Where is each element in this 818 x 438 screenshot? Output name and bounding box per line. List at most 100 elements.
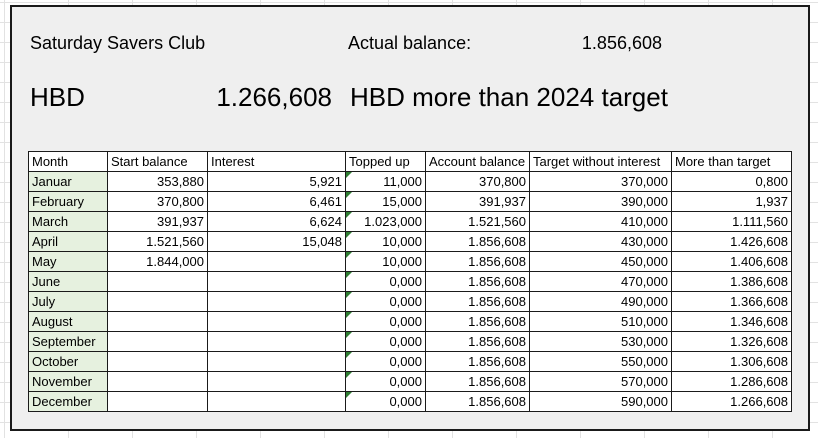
cell-target[interactable]: 550,000	[529, 351, 672, 372]
cell-target[interactable]: 570,000	[529, 371, 672, 392]
cell-interest[interactable]: 5,921	[207, 171, 346, 192]
column-header-account-balance[interactable]: Account balance	[425, 151, 530, 172]
table-row: May 1.844,000 10,000 1.856,608 450,000 1.406,…	[28, 251, 792, 272]
cell-more-than-target[interactable]: 1.306,608	[671, 351, 792, 372]
cell-month[interactable]: July	[28, 291, 108, 312]
cell-account-balance[interactable]: 1.856,608	[425, 291, 530, 312]
cell-month[interactable]: Januar	[28, 171, 108, 192]
cell-more-than-target[interactable]: 1.266,608	[671, 391, 792, 412]
cell-start-balance[interactable]	[107, 371, 208, 392]
cell-topped-up[interactable]: 15,000	[345, 191, 426, 212]
cell-more-than-target[interactable]: 1.286,608	[671, 371, 792, 392]
cell-account-balance[interactable]: 370,800	[425, 171, 530, 192]
cell-target[interactable]: 530,000	[529, 331, 672, 352]
column-header-interest[interactable]: Interest	[207, 151, 346, 172]
cell-target[interactable]: 390,000	[529, 191, 672, 212]
cell-topped-up[interactable]: 0,000	[345, 391, 426, 412]
cell-interest[interactable]	[207, 251, 346, 272]
savings-table: Month Start balance Interest Topped up A…	[28, 151, 792, 412]
column-header-topped-up[interactable]: Topped up	[345, 151, 426, 172]
cell-topped-up[interactable]: 0,000	[345, 271, 426, 292]
cell-account-balance[interactable]: 1.856,608	[425, 251, 530, 272]
cell-month[interactable]: August	[28, 311, 108, 332]
cell-month[interactable]: April	[28, 231, 108, 252]
column-header-target[interactable]: Target without interest	[529, 151, 672, 172]
cell-start-balance[interactable]	[107, 351, 208, 372]
cell-more-than-target[interactable]: 1.426,608	[671, 231, 792, 252]
cell-topped-up[interactable]: 0,000	[345, 311, 426, 332]
cell-start-balance[interactable]	[107, 291, 208, 312]
cell-month[interactable]: February	[28, 191, 108, 212]
cell-account-balance[interactable]: 1.856,608	[425, 231, 530, 252]
cell-start-balance[interactable]: 391,937	[107, 211, 208, 232]
cell-account-balance[interactable]: 391,937	[425, 191, 530, 212]
cell-month[interactable]: June	[28, 271, 108, 292]
cell-more-than-target[interactable]: 1,937	[671, 191, 792, 212]
cell-topped-up[interactable]: 1.023,000	[345, 211, 426, 232]
cell-target[interactable]: 430,000	[529, 231, 672, 252]
cell-start-balance[interactable]: 1.521,560	[107, 231, 208, 252]
column-header-more-than-target[interactable]: More than target	[671, 151, 792, 172]
hbd-value[interactable]: 1.266,608	[216, 82, 332, 112]
cell-more-than-target[interactable]: 1.406,608	[671, 251, 792, 272]
cell-interest[interactable]	[207, 351, 346, 372]
cell-start-balance[interactable]: 353,880	[107, 171, 208, 192]
cell-account-balance[interactable]: 1.521,560	[425, 211, 530, 232]
cell-interest[interactable]	[207, 331, 346, 352]
column-header-start-balance[interactable]: Start balance	[107, 151, 208, 172]
cell-topped-up[interactable]: 10,000	[345, 251, 426, 272]
hbd-description: HBD more than 2024 target	[350, 82, 668, 112]
cell-topped-up[interactable]: 11,000	[345, 171, 426, 192]
cell-interest[interactable]: 15,048	[207, 231, 346, 252]
cell-interest[interactable]	[207, 371, 346, 392]
table-row: November 0,000 1.856,608 570,000 1.286,608	[28, 371, 792, 392]
cell-interest[interactable]	[207, 271, 346, 292]
cell-account-balance[interactable]: 1.856,608	[425, 351, 530, 372]
cell-interest[interactable]	[207, 311, 346, 332]
cell-target[interactable]: 590,000	[529, 391, 672, 412]
cell-start-balance[interactable]	[107, 311, 208, 332]
actual-balance-value[interactable]: 1.856,608	[581, 33, 662, 53]
table-row: February 370,800 6,461 15,000 391,937 390,000…	[28, 191, 792, 212]
cell-month[interactable]: October	[28, 351, 108, 372]
cell-account-balance[interactable]: 1.856,608	[425, 391, 530, 412]
cell-account-balance[interactable]: 1.856,608	[425, 271, 530, 292]
cell-target[interactable]: 490,000	[529, 291, 672, 312]
cell-interest[interactable]	[207, 391, 346, 412]
cell-topped-up[interactable]: 0,000	[345, 351, 426, 372]
cell-month[interactable]: March	[28, 211, 108, 232]
column-header-month[interactable]: Month	[28, 151, 108, 172]
cell-more-than-target[interactable]: 1.111,560	[671, 211, 792, 232]
cell-account-balance[interactable]: 1.856,608	[425, 331, 530, 352]
cell-target[interactable]: 510,000	[529, 311, 672, 332]
cell-start-balance[interactable]	[107, 391, 208, 412]
cell-topped-up[interactable]: 0,000	[345, 331, 426, 352]
cell-topped-up[interactable]: 0,000	[345, 291, 426, 312]
cell-account-balance[interactable]: 1.856,608	[425, 311, 530, 332]
cell-start-balance[interactable]: 1.844,000	[107, 251, 208, 272]
cell-more-than-target[interactable]: 1.366,608	[671, 291, 792, 312]
cell-month[interactable]: May	[28, 251, 108, 272]
cell-start-balance[interactable]	[107, 331, 208, 352]
table-row: March 391,937 6,624 1.023,000 1.521,560 410,0…	[28, 211, 792, 232]
cell-more-than-target[interactable]: 1.326,608	[671, 331, 792, 352]
cell-more-than-target[interactable]: 0,800	[671, 171, 792, 192]
cell-start-balance[interactable]: 370,800	[107, 191, 208, 212]
cell-month[interactable]: September	[28, 331, 108, 352]
cell-target[interactable]: 370,000	[529, 171, 672, 192]
table-header-row: Month Start balance Interest Topped up A…	[28, 151, 792, 172]
cell-interest[interactable]	[207, 291, 346, 312]
cell-more-than-target[interactable]: 1.346,608	[671, 311, 792, 332]
cell-month[interactable]: November	[28, 371, 108, 392]
cell-target[interactable]: 410,000	[529, 211, 672, 232]
cell-topped-up[interactable]: 10,000	[345, 231, 426, 252]
cell-start-balance[interactable]	[107, 271, 208, 292]
cell-interest[interactable]: 6,461	[207, 191, 346, 212]
cell-interest[interactable]: 6,624	[207, 211, 346, 232]
cell-month[interactable]: December	[28, 391, 108, 412]
cell-more-than-target[interactable]: 1.386,608	[671, 271, 792, 292]
cell-account-balance[interactable]: 1.856,608	[425, 371, 530, 392]
cell-target[interactable]: 450,000	[529, 251, 672, 272]
cell-target[interactable]: 470,000	[529, 271, 672, 292]
cell-topped-up[interactable]: 0,000	[345, 371, 426, 392]
